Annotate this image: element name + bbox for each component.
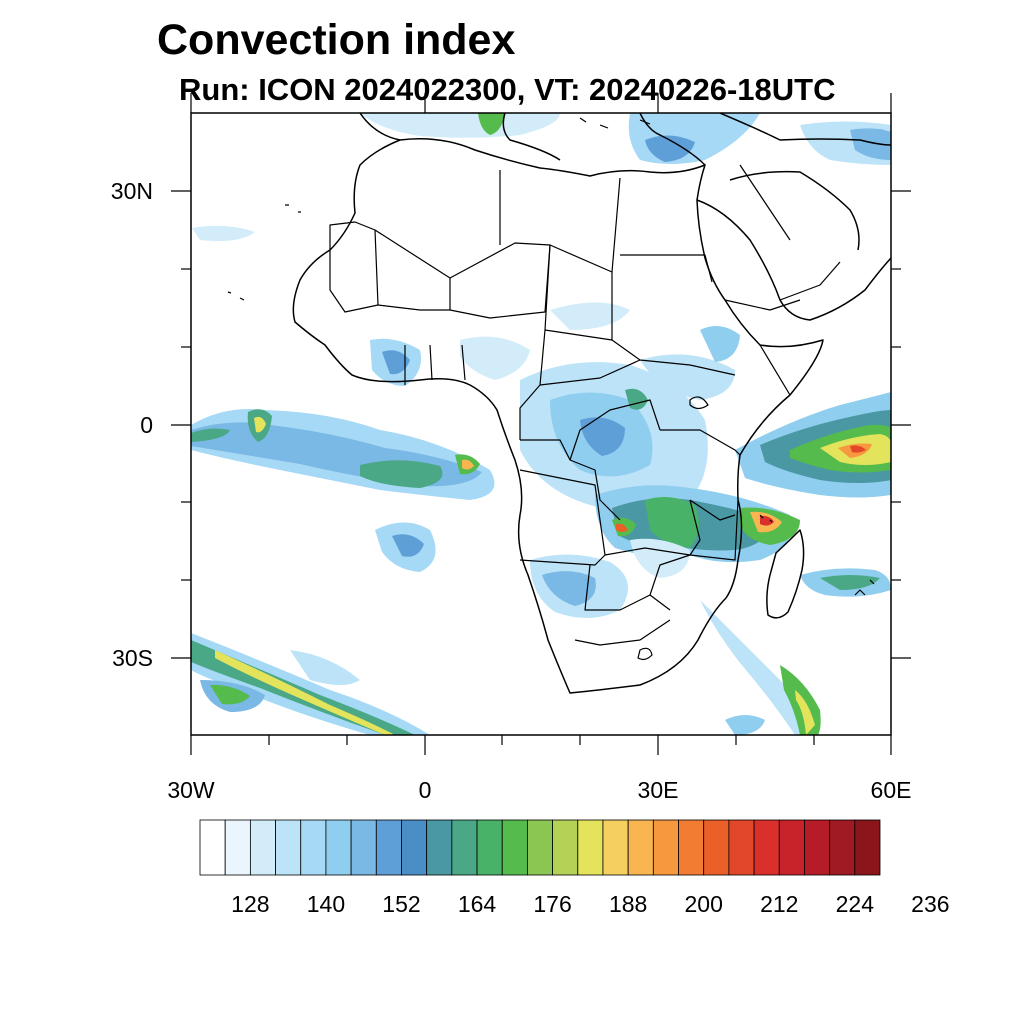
southwest-indian-ocean-band <box>700 600 821 735</box>
colorbar-label: 200 <box>685 891 723 917</box>
colorbar-swatch <box>652 819 679 876</box>
y-tick-label: 30N <box>111 178 153 204</box>
colorbar-label: 212 <box>760 891 798 917</box>
map-frame <box>190 112 892 736</box>
colorbar-swatch <box>375 819 402 876</box>
colorbar-label: 152 <box>382 891 420 917</box>
colorbar-label: 140 <box>307 891 345 917</box>
colorbar-swatch <box>527 819 553 876</box>
colorbar-swatch <box>199 819 226 876</box>
colorbar <box>199 819 881 876</box>
small-islands <box>227 117 875 596</box>
coastlines-borders <box>227 113 891 694</box>
south-atlantic-frontal-band <box>191 633 430 735</box>
x-tick-label: 30W <box>167 777 215 803</box>
colorbar-swatch <box>804 819 831 876</box>
colorbar-swatch <box>249 819 276 876</box>
x-tick-label: 30E <box>638 777 679 803</box>
colorbar-swatch <box>224 819 251 876</box>
colorbar-swatch <box>350 819 377 876</box>
colorbar-swatch <box>476 819 503 876</box>
southern-africa-cells <box>530 538 690 619</box>
mediterranean-coast <box>359 113 891 166</box>
colorbar-labels: 128 140 152 164 176 188 200 212 224 236 <box>231 891 949 917</box>
congo-basin-cells <box>520 302 740 512</box>
indian-ocean-maximum <box>735 392 891 498</box>
y-tick-label: 0 <box>140 412 153 438</box>
colorbar-swatch <box>602 819 629 876</box>
arabian-peninsula <box>696 170 891 321</box>
colorbar-label: 236 <box>911 891 949 917</box>
colorbar-swatch <box>325 819 352 876</box>
africa-coastline <box>292 138 824 694</box>
colorbar-label: 224 <box>836 891 875 917</box>
colorbar-swatch <box>627 819 654 876</box>
colorbar-swatch <box>829 819 856 876</box>
colorbar-swatch <box>728 819 755 876</box>
madagascar-east-band <box>800 568 891 597</box>
colorbar-swatch <box>753 819 780 876</box>
colorbar-swatch <box>451 819 478 876</box>
atlantic-secondary-cells <box>192 225 436 572</box>
colorbar-label: 176 <box>533 891 571 917</box>
x-tick-label: 60E <box>871 777 912 803</box>
axis-ticks <box>171 93 911 755</box>
colorbar-label: 188 <box>609 891 647 917</box>
colorbar-label: 128 <box>231 891 269 917</box>
west-africa-cells <box>370 336 530 386</box>
page-subtitle: Run: ICON 2024022300, VT: 20240226-18UTC <box>179 72 836 107</box>
colorbar-swatch <box>300 819 327 876</box>
colorbar-swatch <box>778 819 805 876</box>
zambia-malawi-maximum <box>595 485 800 563</box>
x-tick-label: 0 <box>419 777 432 803</box>
colorbar-label: 164 <box>458 891 497 917</box>
colorbar-swatch <box>577 819 604 876</box>
colorbar-swatch <box>854 819 881 876</box>
colorbar-swatch <box>401 819 428 876</box>
colorbar-swatch <box>678 819 705 876</box>
colorbar-swatch <box>552 819 579 876</box>
colorbar-swatch <box>501 819 528 876</box>
page-title: Convection index <box>157 16 516 64</box>
mediterranean-cells <box>360 113 891 165</box>
country-borders <box>329 164 841 661</box>
colorbar-swatch <box>703 819 730 876</box>
colorbar-swatch <box>426 819 453 876</box>
y-tick-label: 30S <box>112 645 153 671</box>
madagascar <box>766 529 805 619</box>
convection-field <box>191 113 891 735</box>
itcz-atlantic-band <box>191 409 495 500</box>
colorbar-swatch <box>275 819 302 876</box>
